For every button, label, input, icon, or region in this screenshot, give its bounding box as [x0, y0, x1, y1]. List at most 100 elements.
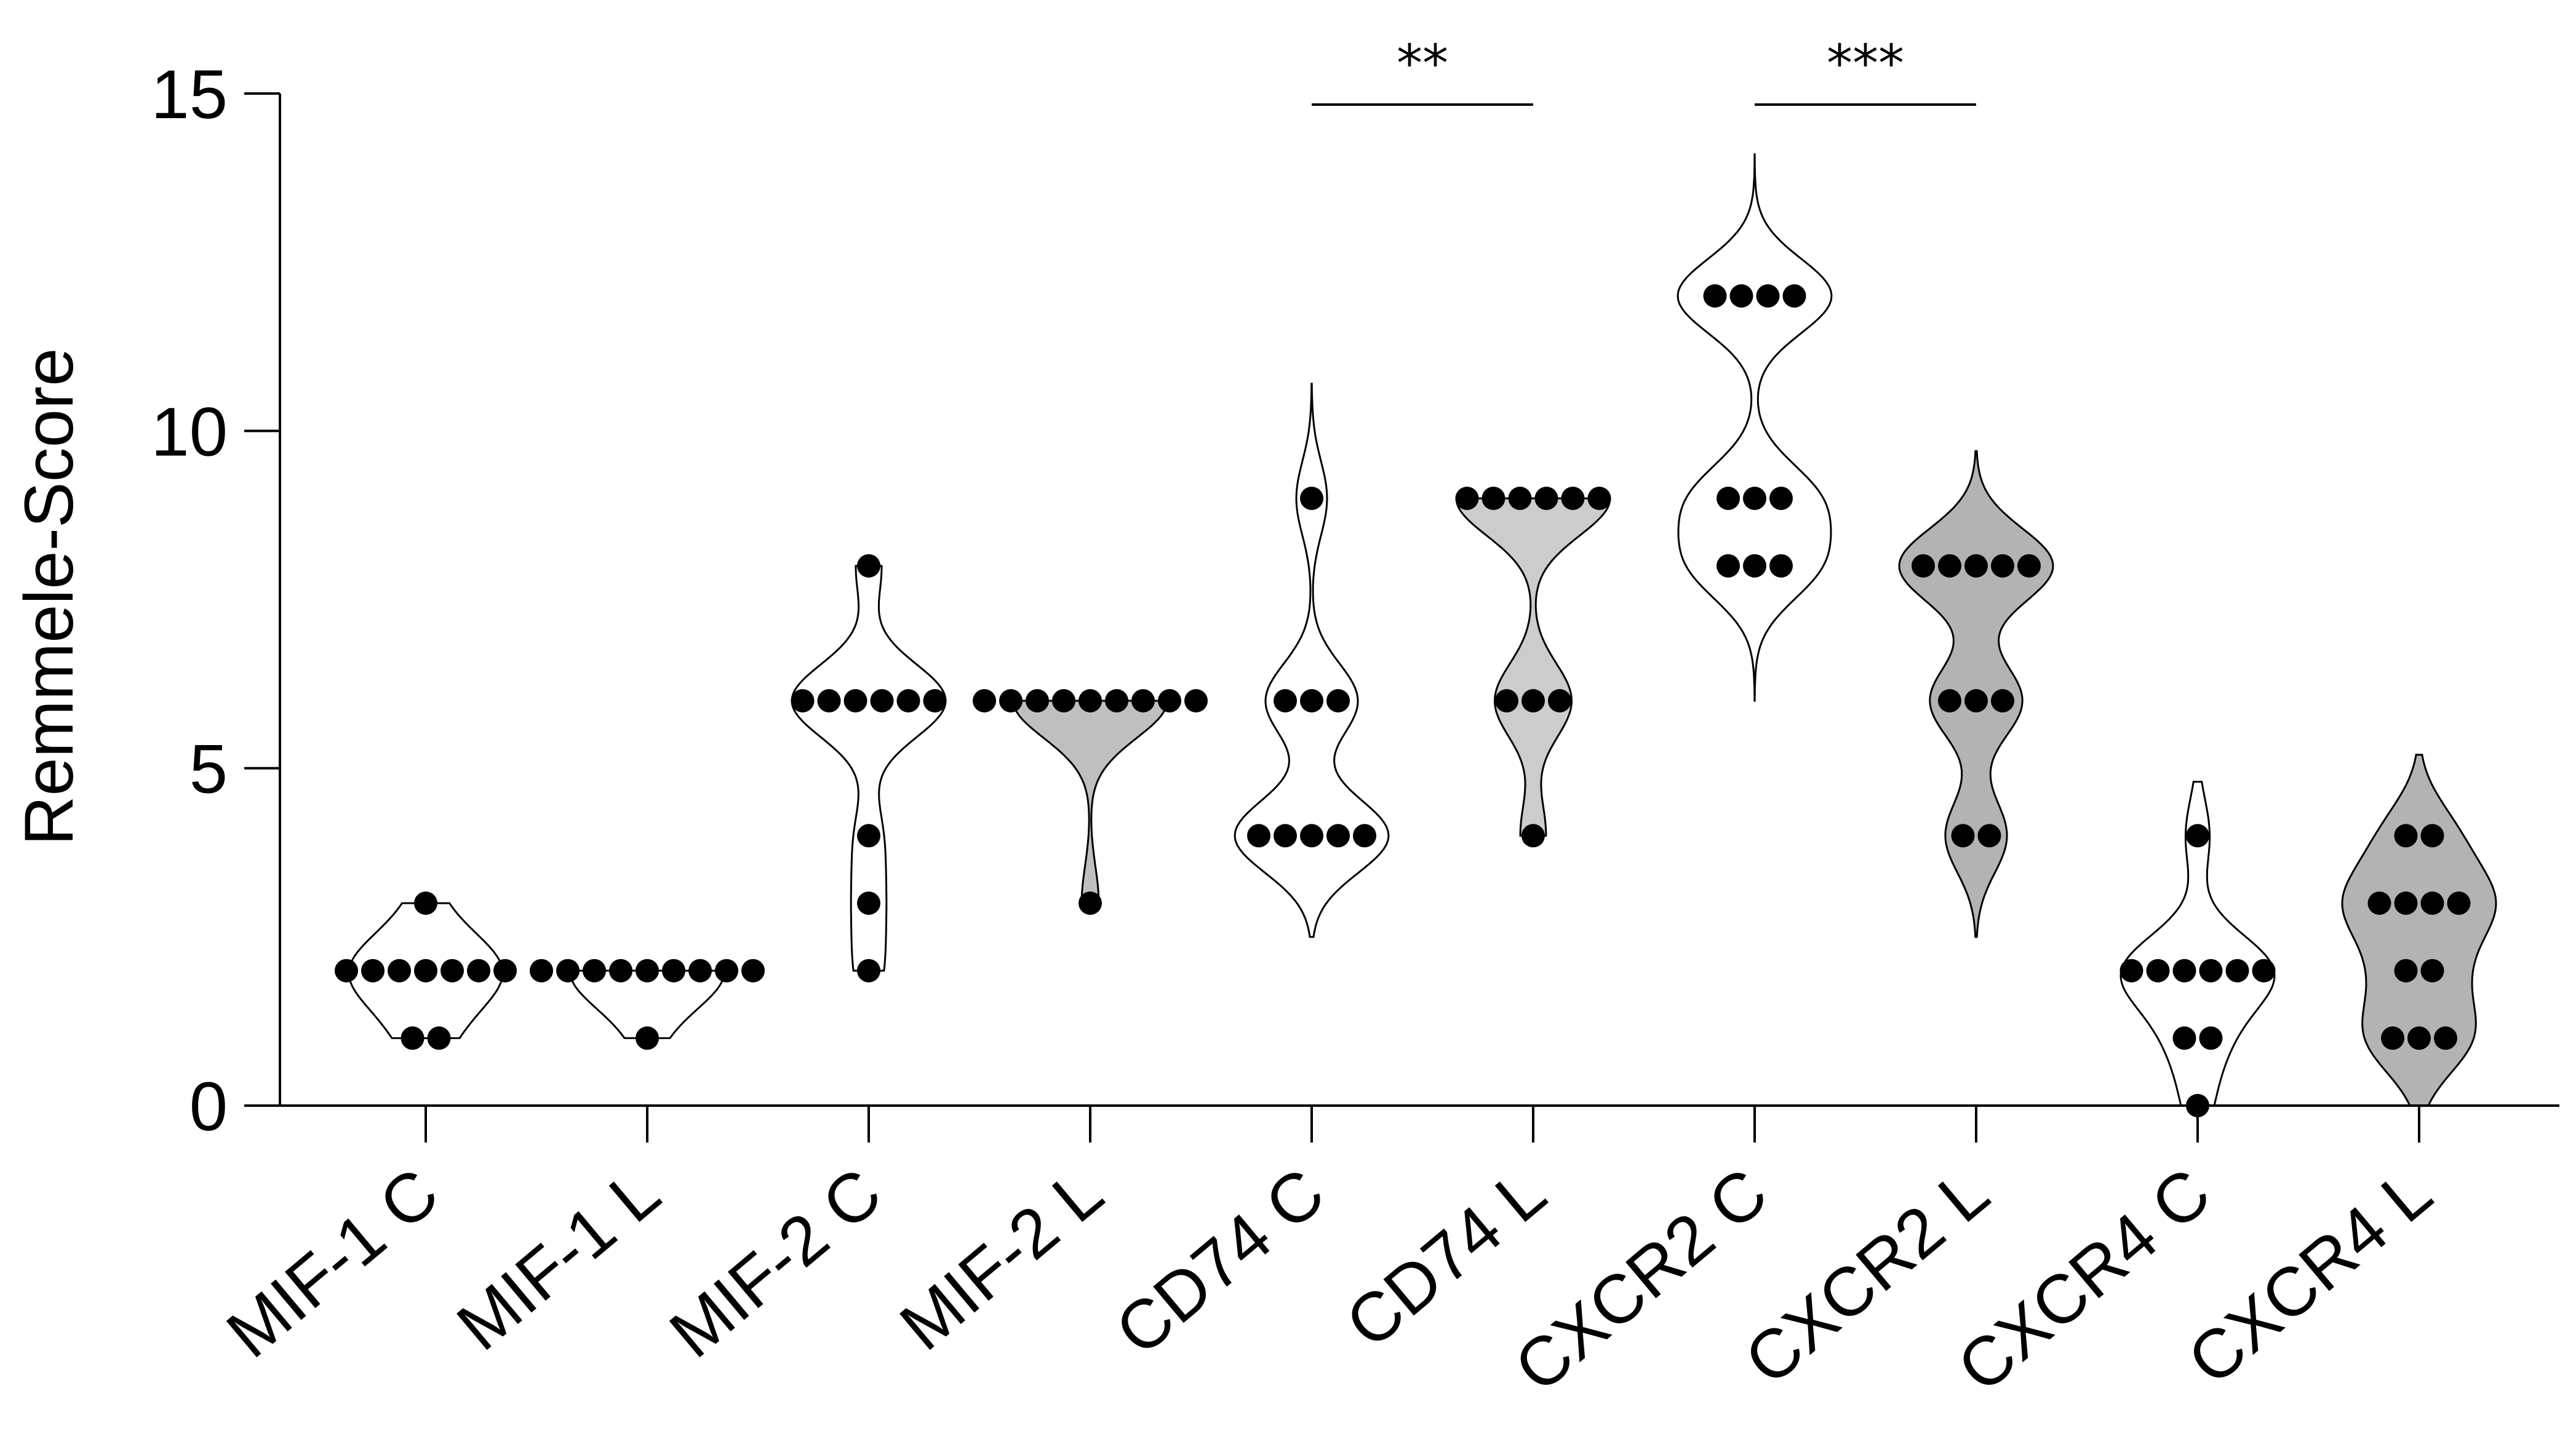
data-point: [583, 959, 606, 983]
x-tick-label: CXCR4 L: [2174, 1154, 2446, 1400]
data-point: [2381, 1026, 2404, 1050]
y-axis-label: Remmele-Score: [10, 348, 87, 845]
data-point: [923, 689, 947, 712]
data-points: [335, 284, 2471, 1117]
data-point: [636, 1026, 659, 1050]
data-point: [1534, 487, 1558, 510]
data-point: [999, 689, 1023, 712]
violin-shape: [1455, 497, 1611, 837]
data-point: [843, 689, 867, 712]
data-point: [1964, 689, 1988, 712]
data-point: [1938, 689, 1961, 712]
data-point: [493, 959, 517, 983]
data-point: [609, 959, 632, 983]
significance-label: **: [1397, 33, 1448, 94]
data-point: [2434, 1026, 2457, 1050]
data-point: [1508, 487, 1532, 510]
data-point: [556, 959, 580, 983]
x-tick-label: CXCR4 C: [1943, 1154, 2224, 1407]
data-point: [1300, 487, 1323, 510]
data-point: [791, 689, 815, 712]
data-point: [361, 959, 385, 983]
data-point: [1729, 284, 1753, 308]
data-point: [1481, 487, 1505, 510]
data-point: [896, 689, 920, 712]
data-point: [857, 824, 880, 848]
y-axis-ticks: 0 5 10 15: [151, 56, 280, 1145]
data-point: [2394, 959, 2418, 983]
data-point: [401, 1026, 425, 1050]
data-point: [2172, 1026, 2196, 1050]
data-point: [857, 959, 880, 983]
x-tick-label: MIF-1 L: [443, 1154, 674, 1365]
data-point: [1079, 689, 1102, 712]
data-point: [1991, 689, 2014, 712]
data-point: [2119, 959, 2143, 983]
data-point: [1521, 689, 1545, 712]
data-point: [1587, 487, 1611, 510]
data-point: [2146, 959, 2170, 983]
data-point: [441, 959, 464, 983]
data-point: [1274, 689, 1297, 712]
violin-shape: [2119, 781, 2276, 1107]
data-point: [1548, 689, 1571, 712]
axes: [279, 94, 2559, 1107]
data-point: [2447, 892, 2471, 915]
data-point: [857, 892, 880, 915]
data-point: [335, 959, 358, 983]
data-point: [2420, 824, 2444, 848]
x-tick-label: CXCR2 C: [1500, 1154, 1781, 1407]
data-point: [2394, 824, 2418, 848]
data-point: [817, 689, 841, 712]
data-point: [467, 959, 490, 983]
data-point: [388, 959, 411, 983]
data-point: [2225, 959, 2249, 983]
data-point: [973, 689, 996, 712]
data-point: [1743, 554, 1766, 578]
data-point: [1326, 824, 1350, 848]
data-point: [1769, 554, 1793, 578]
y-tick-label: 15: [151, 56, 228, 133]
data-point: [1912, 554, 1935, 578]
data-point: [857, 554, 880, 578]
x-tick-label: MIF-2 L: [886, 1154, 1117, 1365]
data-point: [2199, 959, 2223, 983]
data-point: [1184, 689, 1208, 712]
data-point: [1274, 824, 1297, 848]
x-tick-label: MIF-2 C: [655, 1154, 895, 1373]
data-point: [1495, 689, 1518, 712]
data-point: [1561, 487, 1585, 510]
data-point: [662, 959, 685, 983]
violin-shape: [1234, 383, 1390, 938]
data-point: [741, 959, 765, 983]
data-point: [1079, 892, 1102, 915]
data-point: [530, 959, 553, 983]
data-point: [1964, 554, 1988, 578]
y-tick-label: 5: [189, 731, 228, 808]
y-tick-label: 10: [151, 393, 228, 470]
data-point: [1703, 284, 1727, 308]
violin-shape: [1677, 153, 1833, 702]
data-point: [1951, 824, 1975, 848]
data-point: [636, 959, 659, 983]
data-point: [1521, 824, 1545, 848]
violins: [348, 153, 2497, 1107]
significance-label: ***: [1827, 33, 1904, 94]
data-point: [2172, 959, 2196, 983]
data-point: [1300, 824, 1323, 848]
data-point: [1455, 487, 1479, 510]
data-point: [1026, 689, 1049, 712]
data-point: [2394, 892, 2418, 915]
data-point: [2420, 892, 2444, 915]
data-point: [1938, 554, 1961, 578]
data-point: [1353, 824, 1376, 848]
data-point: [1158, 689, 1181, 712]
data-point: [870, 689, 894, 712]
data-point: [1326, 689, 1350, 712]
data-point: [688, 959, 712, 983]
data-point: [2252, 959, 2276, 983]
data-point: [1717, 487, 1740, 510]
data-point: [1769, 487, 1793, 510]
